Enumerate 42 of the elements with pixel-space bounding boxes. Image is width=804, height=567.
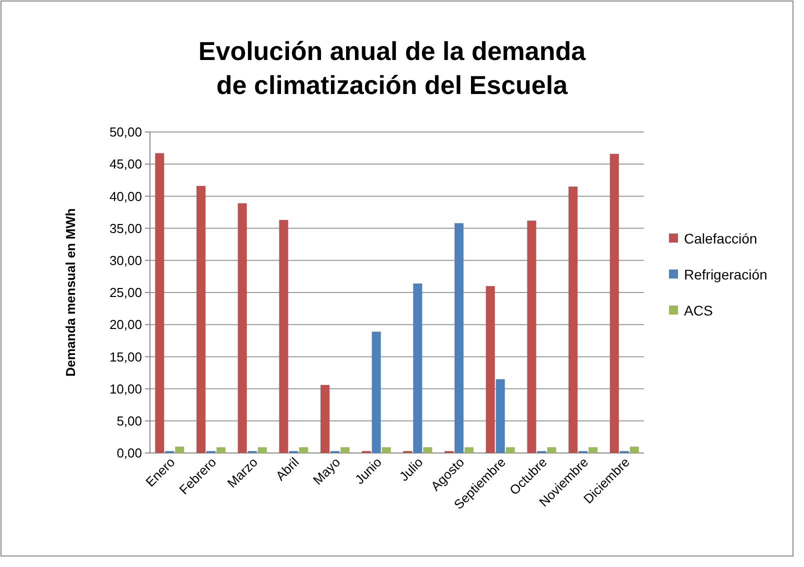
bar — [216, 447, 226, 453]
y-tick-label: 0,00 — [116, 446, 142, 461]
bar — [382, 447, 391, 453]
legend-label: ACS — [684, 302, 713, 318]
x-tick-label: Julio — [396, 454, 426, 484]
bar — [196, 186, 206, 453]
bar — [299, 447, 308, 453]
bar — [527, 220, 536, 453]
y-tick-label: 35,00 — [109, 220, 142, 236]
bar — [496, 379, 505, 453]
legend-label: Refrigeración — [684, 266, 768, 282]
bar — [372, 332, 381, 453]
y-tick-label: 20,00 — [109, 317, 142, 332]
y-tick-label: 45,00 — [109, 156, 142, 172]
y-tick-label: 50,00 — [109, 124, 142, 140]
bar — [258, 447, 267, 453]
bar — [320, 384, 330, 453]
bar — [155, 153, 164, 453]
bar — [279, 220, 288, 453]
bar — [464, 447, 474, 453]
bar — [610, 154, 619, 453]
bar — [423, 447, 432, 453]
bar — [506, 447, 515, 453]
y-tick-label: 5,00 — [116, 413, 142, 428]
bar — [486, 286, 495, 453]
chart-title: Evolución anual de la demanda de climatización del Escuela — [198, 36, 586, 100]
y-tick-label: 15,00 — [109, 349, 142, 364]
bar — [413, 284, 422, 453]
legend-label: Calefacción — [684, 230, 758, 246]
bar — [454, 223, 464, 453]
bar — [630, 446, 639, 453]
y-tick-label: 40,00 — [109, 188, 142, 204]
y-tick-label: 10,00 — [109, 381, 142, 396]
bar — [568, 186, 578, 453]
bar — [547, 447, 556, 453]
bar — [588, 447, 598, 453]
bar — [340, 447, 350, 453]
y-tick-label: 30,00 — [109, 252, 142, 268]
bar — [238, 203, 247, 453]
y-axis-title: Demanda mensual en MWh — [63, 208, 78, 377]
bar — [175, 446, 184, 453]
y-tick-label: 25,00 — [109, 285, 142, 300]
